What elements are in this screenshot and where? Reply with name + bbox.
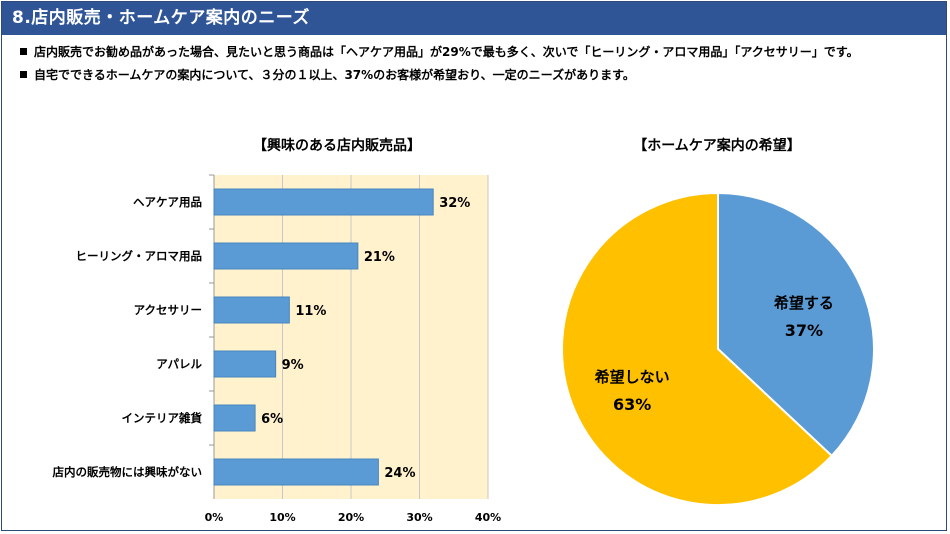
bar [213, 242, 359, 270]
category-label: ヒーリング・アロマ用品 [76, 249, 203, 263]
category-label: アパレル [156, 357, 202, 371]
bar-value-label: 21% [364, 250, 395, 265]
bar-value-label: 24% [384, 466, 415, 481]
pie-slice [717, 191, 875, 458]
bar-chart-title: 【興味のある店内販売品】 [253, 138, 421, 154]
bullet-square-icon [20, 71, 27, 78]
bar [213, 404, 256, 432]
bullet-item: 店内販売でお勧め品があった場合、見たいと思う商品は「ヘアケア用品」が29%で最も… [20, 44, 936, 60]
bar [213, 458, 379, 486]
category-label: アクセサリー [134, 303, 202, 317]
slide-header: 8.店内販売・ホームケア案内のニーズ [2, 2, 946, 35]
x-tick-label: 0% [205, 511, 224, 524]
pie-slice-value-label: 63% [613, 395, 651, 414]
bar [213, 350, 277, 378]
bullet-item: 自宅でできるホームケアの案内について、３分の１以上、37%のお客様が希望おり、一… [20, 67, 936, 83]
pie-slice-label: 希望しない [595, 368, 670, 386]
bar [213, 188, 434, 216]
x-tick-label: 30% [406, 511, 432, 524]
bar-value-label: 32% [439, 196, 470, 211]
pie-slice-label: 希望する [774, 294, 834, 312]
bar-value-label: 9% [282, 358, 304, 373]
pie-slice [561, 191, 834, 506]
category-label: 店内の販売物には興味がない [53, 465, 203, 479]
bullet-list: 店内販売でお勧め品があった場合、見たいと思う商品は「ヘアケア用品」が29%で最も… [20, 44, 936, 90]
category-label: ヘアケア用品 [133, 195, 202, 209]
x-tick-label: 40% [475, 511, 501, 524]
pie-slice-value-label: 37% [785, 321, 823, 340]
bar [213, 296, 290, 324]
bullet-text: 自宅でできるホームケアの案内について、３分の１以上、37%のお客様が希望おり、一… [34, 68, 635, 82]
bar-chart: 0% 10% 20% 30% 40% ヘアケア用品 32% ヒーリング・アロマ用品 21% アクセ… [53, 174, 501, 524]
x-tick-label: 10% [269, 511, 295, 524]
pie-chart-title: 【ホームケア案内の希望】 [633, 138, 801, 154]
x-tick-label: 20% [338, 511, 364, 524]
bullet-text: 店内販売でお勧め品があった場合、見たいと思う商品は「ヘアケア用品」が29%で最も… [34, 45, 859, 59]
category-label: インテリア雑貨 [122, 411, 203, 425]
pie-chart: 希望する 37% 希望しない 63% [561, 191, 875, 506]
bar-value-label: 11% [295, 304, 326, 319]
bullet-square-icon [20, 48, 27, 55]
bar-value-label: 6% [261, 412, 283, 427]
